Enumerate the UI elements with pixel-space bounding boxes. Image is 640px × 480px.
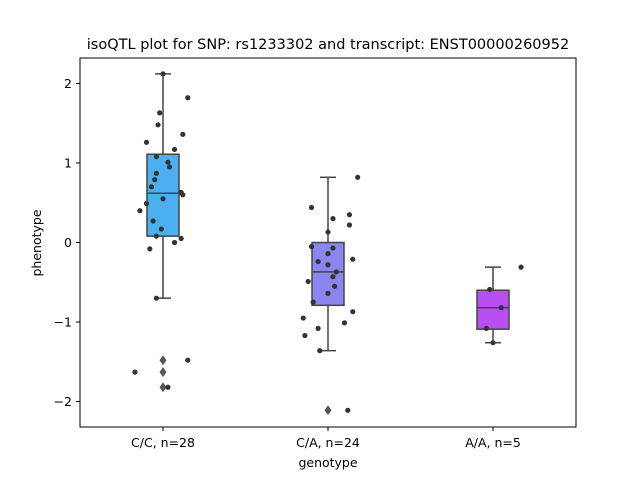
data-point [150, 218, 156, 224]
data-point [148, 184, 155, 190]
points-group-1 [132, 71, 191, 390]
data-point [332, 283, 338, 289]
points-group-3 [483, 264, 524, 346]
data-point [346, 222, 353, 228]
y-tick-label: 2 [64, 76, 72, 91]
data-point [350, 309, 356, 315]
data-point [315, 258, 321, 265]
y-tick-label: −1 [54, 315, 72, 330]
data-point [158, 226, 164, 232]
data-point [325, 251, 331, 257]
data-point [153, 170, 159, 176]
plot-area [132, 71, 524, 416]
data-point [333, 269, 339, 275]
y-tick-label: 1 [64, 155, 72, 170]
data-point [487, 286, 493, 293]
x-axis: C/C, n=28 C/A, n=24 A/A, n=5 [131, 427, 521, 450]
data-point [157, 110, 163, 116]
x-tick-label: C/A, n=24 [296, 435, 360, 450]
data-point [325, 262, 331, 268]
data-point [498, 305, 504, 311]
data-point [325, 290, 331, 296]
data-point [483, 325, 489, 331]
box-iqr [476, 289, 510, 330]
data-point [305, 278, 311, 285]
data-point [137, 208, 143, 214]
box-iqr [146, 153, 180, 237]
data-point [490, 340, 496, 346]
y-axis: 2 1 0 −1 −2 [54, 76, 80, 409]
outlier-marker [324, 405, 332, 416]
data-point [345, 407, 351, 413]
data-point [330, 245, 336, 251]
data-point [171, 239, 178, 246]
points-group-2 [300, 174, 361, 413]
data-point [325, 229, 331, 235]
data-point [346, 212, 353, 218]
outlier-marker [159, 355, 167, 366]
x-tick-label: C/C, n=28 [131, 435, 195, 450]
data-point [153, 233, 159, 239]
box-group-3 [476, 266, 510, 344]
data-point [308, 204, 315, 211]
data-point [330, 216, 336, 222]
data-point [167, 164, 173, 170]
data-point [355, 174, 361, 180]
data-point [171, 146, 178, 153]
y-tick-label: −2 [54, 394, 72, 409]
outlier-marker [159, 367, 167, 378]
data-point [315, 325, 321, 331]
data-point [132, 369, 138, 375]
data-point [350, 256, 356, 262]
data-point [308, 243, 315, 250]
data-point [143, 200, 150, 207]
x-axis-label: genotype [298, 455, 357, 470]
data-point [180, 192, 186, 198]
data-point [302, 332, 308, 339]
data-point [330, 274, 336, 280]
data-point [160, 196, 166, 202]
y-tick-label: 0 [64, 235, 72, 250]
data-point [152, 177, 158, 183]
data-point [518, 264, 524, 270]
data-point [180, 131, 186, 137]
data-point [165, 384, 171, 390]
y-axis-label: phenotype [29, 209, 44, 276]
data-point [300, 315, 306, 321]
data-point [160, 71, 166, 77]
data-point [147, 246, 153, 252]
data-point [178, 235, 184, 242]
data-point [185, 357, 191, 363]
box-group-1 [146, 73, 180, 393]
chart-title: isoQTL plot for SNP: rs1233302 and trans… [87, 37, 569, 53]
data-point [341, 320, 348, 326]
outlier-marker [159, 382, 167, 393]
data-point [317, 348, 323, 354]
data-point [153, 295, 159, 301]
data-point [185, 95, 191, 101]
data-point [165, 159, 171, 165]
data-point [143, 139, 150, 145]
data-point [310, 299, 316, 305]
x-tick-label: A/A, n=5 [465, 435, 521, 450]
box-group-2 [311, 176, 345, 416]
data-point [155, 122, 161, 128]
data-point [153, 154, 159, 160]
